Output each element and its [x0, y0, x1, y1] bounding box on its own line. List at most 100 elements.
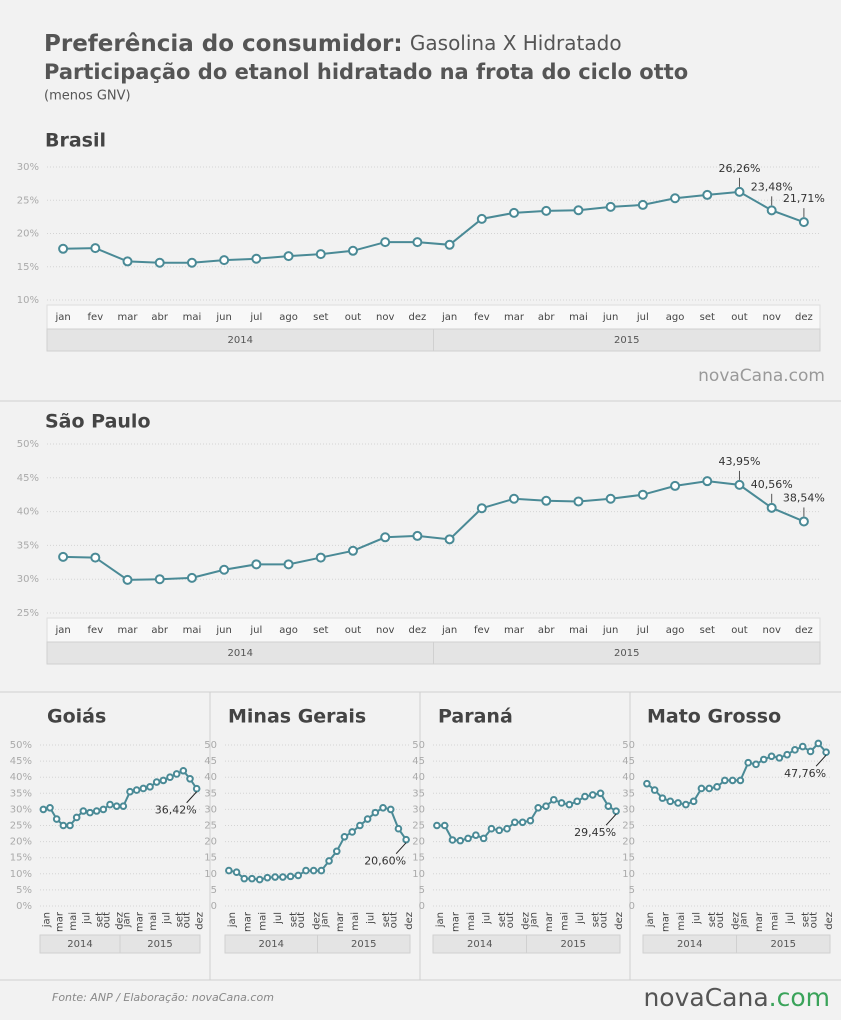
- point: [46, 803, 54, 812]
- x-tick-label: mai: [466, 912, 477, 931]
- title-bold: Preferência do consumidor:: [44, 31, 403, 57]
- chart-title: Paraná: [438, 706, 513, 728]
- point: [347, 545, 358, 556]
- point: [670, 193, 681, 204]
- point: [271, 873, 279, 881]
- point: [444, 239, 455, 250]
- x-tick-label: abr: [538, 312, 555, 323]
- point: [775, 754, 784, 762]
- y-tick-label: 25: [622, 821, 635, 832]
- point: [106, 800, 114, 809]
- y-tick-label: 15%: [17, 262, 39, 273]
- year-label: 2014: [467, 939, 492, 950]
- year-band: [433, 641, 821, 665]
- y-tick-label: 5: [629, 885, 635, 896]
- x-tick-label: mar: [660, 911, 671, 932]
- point: [315, 249, 326, 260]
- point: [112, 802, 121, 810]
- x-tick-label: mar: [118, 312, 139, 323]
- point: [637, 199, 648, 210]
- x-tick-label: out: [345, 312, 361, 323]
- x-tick-label: out: [715, 912, 726, 928]
- point: [186, 257, 197, 268]
- point: [283, 251, 294, 262]
- chart-title: São Paulo: [45, 411, 151, 433]
- value-label: 20,60%: [364, 855, 406, 868]
- point: [412, 530, 423, 541]
- year-label: 2014: [228, 648, 253, 659]
- point: [332, 847, 341, 856]
- point: [122, 574, 133, 585]
- y-tick-label: 40: [204, 772, 217, 783]
- year-label: 2014: [259, 939, 284, 950]
- point: [154, 574, 165, 585]
- label-leader: [395, 842, 407, 855]
- x-tick-label: jul: [273, 912, 284, 925]
- x-tick-label: jul: [692, 912, 703, 925]
- point: [650, 786, 659, 794]
- label-leader: [186, 791, 198, 804]
- y-tick-label: 45%: [10, 756, 32, 767]
- x-tick-label: jan: [441, 625, 457, 636]
- point: [798, 742, 807, 751]
- point: [72, 813, 81, 822]
- y-tick-label: 20%: [17, 229, 39, 240]
- x-tick-label: jun: [215, 312, 231, 323]
- x-tick-label: dez: [115, 912, 126, 930]
- point: [309, 866, 318, 875]
- x-tick-label: set: [801, 912, 812, 927]
- point: [670, 480, 681, 491]
- x-tick-label: mar: [754, 911, 765, 932]
- x-tick-label: jul: [575, 912, 586, 925]
- y-tick-label: 20: [622, 837, 635, 848]
- year-label: 2015: [771, 939, 796, 950]
- point: [126, 787, 134, 796]
- y-tick-label: 20: [412, 837, 425, 848]
- x-tick-label: jan: [41, 912, 52, 928]
- point: [752, 760, 760, 769]
- point: [605, 201, 616, 212]
- point: [721, 776, 729, 785]
- point: [66, 821, 74, 830]
- point: [240, 874, 249, 883]
- point: [402, 835, 410, 844]
- x-tick-label: set: [707, 912, 718, 927]
- x-tick-label: set: [175, 912, 186, 927]
- y-tick-label: 0: [211, 901, 217, 912]
- point: [380, 532, 391, 543]
- point: [541, 495, 552, 506]
- x-tick-label: out: [296, 912, 307, 928]
- month-row: [46, 617, 821, 643]
- point: [186, 775, 194, 783]
- point: [798, 217, 809, 228]
- x-tick-label: dez: [521, 912, 532, 930]
- x-tick-label: jul: [636, 312, 649, 323]
- y-tick-label: 25%: [17, 195, 39, 206]
- x-tick-label: jun: [215, 625, 231, 636]
- point: [58, 551, 69, 562]
- y-tick-label: 30: [622, 804, 635, 815]
- y-tick-label: 30%: [17, 162, 39, 173]
- x-tick-label: dez: [731, 912, 742, 930]
- y-tick-label: 10: [622, 869, 635, 880]
- x-tick-label: mai: [569, 312, 588, 323]
- point: [286, 872, 295, 881]
- point: [783, 750, 791, 759]
- point: [347, 245, 358, 256]
- logo-name: novaCana: [643, 983, 768, 1012]
- point: [179, 766, 188, 775]
- value-label: 26,26%: [719, 162, 761, 175]
- y-tick-label: 30: [412, 804, 425, 815]
- x-tick-label: mai: [770, 912, 781, 931]
- point: [219, 255, 230, 266]
- point: [814, 739, 823, 748]
- x-tick-label: jan: [528, 912, 539, 928]
- y-tick-label: 45: [412, 756, 425, 767]
- point: [248, 874, 256, 883]
- y-tick-label: 25%: [17, 608, 39, 619]
- point: [767, 752, 776, 761]
- point: [433, 821, 441, 830]
- point: [59, 821, 68, 830]
- point: [565, 800, 574, 809]
- x-tick-label: dez: [195, 912, 206, 930]
